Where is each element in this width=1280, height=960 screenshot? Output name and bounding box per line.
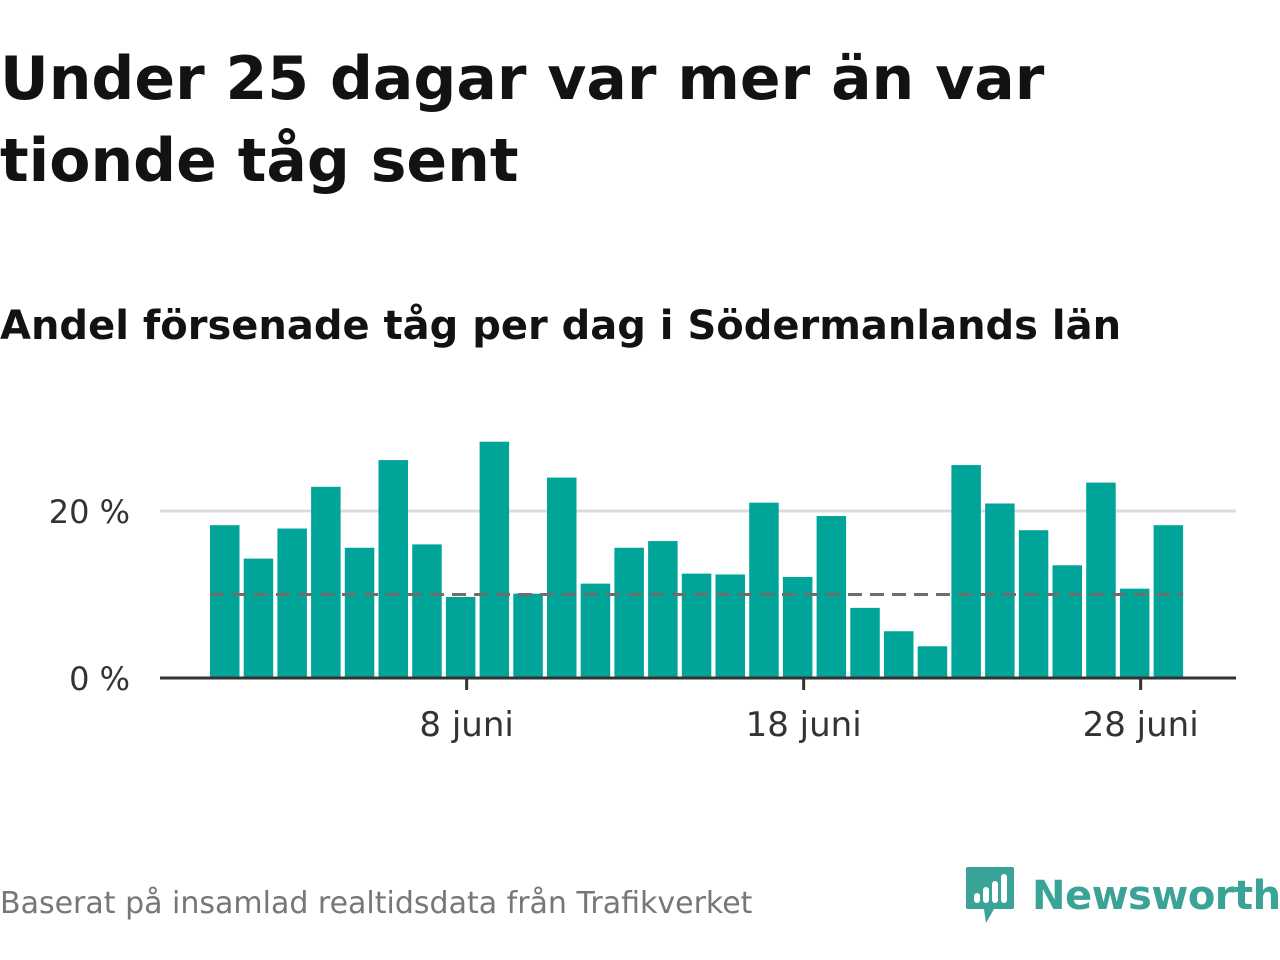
chart-title: Under 25 dagar var mer än var tionde tåg… <box>0 44 1045 196</box>
bar <box>850 607 880 678</box>
x-tick-label: 18 juni <box>746 705 862 745</box>
bars <box>210 441 1184 678</box>
bar <box>884 631 914 678</box>
bar <box>580 583 611 678</box>
bar <box>985 503 1015 678</box>
axes: 0 % 20 % 8 juni 18 juni 28 juni <box>49 493 1236 745</box>
bar <box>917 646 948 678</box>
bar <box>445 597 476 678</box>
x-tick-label: 8 juni <box>419 705 513 745</box>
bar <box>243 558 274 678</box>
bar <box>648 541 678 678</box>
source-note: Baserat på insamlad realtidsdata från Tr… <box>0 886 753 921</box>
bar <box>412 544 442 678</box>
bar <box>614 547 644 678</box>
bar <box>816 516 847 678</box>
bar <box>378 460 408 678</box>
bar <box>344 547 375 678</box>
bar <box>951 465 981 678</box>
bar <box>1153 525 1184 678</box>
bar <box>547 477 577 678</box>
bar <box>1119 588 1150 678</box>
bar <box>277 528 307 678</box>
chart-subtitle: Andel försenade tåg per dag i Södermanla… <box>0 303 1122 349</box>
bar <box>749 502 779 678</box>
bar <box>681 573 712 678</box>
bar <box>311 486 341 678</box>
bar <box>479 441 510 678</box>
brand-name: Newsworthy <box>1032 873 1280 919</box>
y-tick-label: 0 % <box>69 660 130 698</box>
newsworthy-chart-bubble-icon <box>966 867 1014 923</box>
bar <box>1018 530 1049 678</box>
bar <box>513 593 543 678</box>
bar <box>1086 482 1116 678</box>
bar <box>1052 565 1082 678</box>
x-tick-label: 28 juni <box>1083 705 1199 745</box>
bar <box>782 576 813 678</box>
y-tick-label: 20 % <box>49 493 130 531</box>
bar <box>715 574 745 678</box>
bar <box>210 525 240 678</box>
brand-logo: Newsworthy <box>964 864 1280 928</box>
